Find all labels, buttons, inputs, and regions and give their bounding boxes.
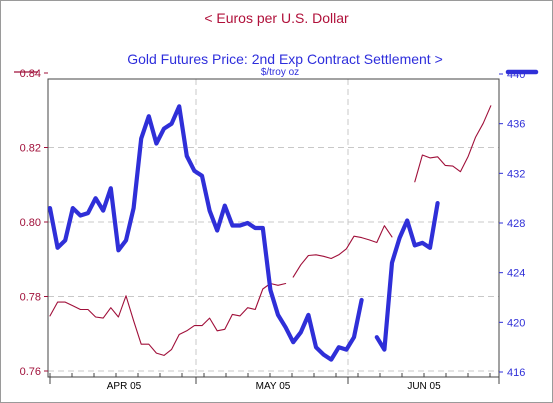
euro-series-line <box>292 225 393 278</box>
euro-series-line <box>49 282 287 356</box>
euro-series-line <box>414 105 492 183</box>
x-axis-ticks: APR 05 MAY 05 JUN 05 <box>49 373 500 392</box>
grid-lines <box>48 79 499 377</box>
right-tick-label: 428 <box>507 218 525 230</box>
x-tick-label: APR 05 <box>107 381 142 392</box>
axes <box>47 78 500 378</box>
chart-title-gold: Gold Futures Price: 2nd Exp Contract Set… <box>127 51 443 67</box>
x-tick-label: JUN 05 <box>407 381 441 392</box>
left-axis-ticks: 0.84 0.82 0.80 0.78 0.76 <box>20 68 48 378</box>
chart-title-euro: < Euros per U.S. Dollar <box>204 10 349 26</box>
right-tick-label: 420 <box>507 317 525 329</box>
plot-border <box>47 78 500 378</box>
gold-unit-label: $/troy oz <box>260 67 300 78</box>
left-tick-label: 0.84 <box>20 68 41 80</box>
left-tick-label: 0.82 <box>20 143 41 155</box>
left-tick-label: 0.80 <box>20 217 41 229</box>
gold-series-line <box>374 201 440 352</box>
x-tick-label: MAY 05 <box>256 381 291 392</box>
series-lines <box>47 104 492 362</box>
right-tick-label: 424 <box>507 268 525 280</box>
right-tick-label: 436 <box>507 119 525 131</box>
left-tick-label: 0.76 <box>20 366 41 378</box>
gold-series-line <box>47 104 364 362</box>
left-tick-label: 0.78 <box>20 292 41 304</box>
right-tick-label: 432 <box>507 168 525 180</box>
right-tick-label: 416 <box>507 367 525 379</box>
